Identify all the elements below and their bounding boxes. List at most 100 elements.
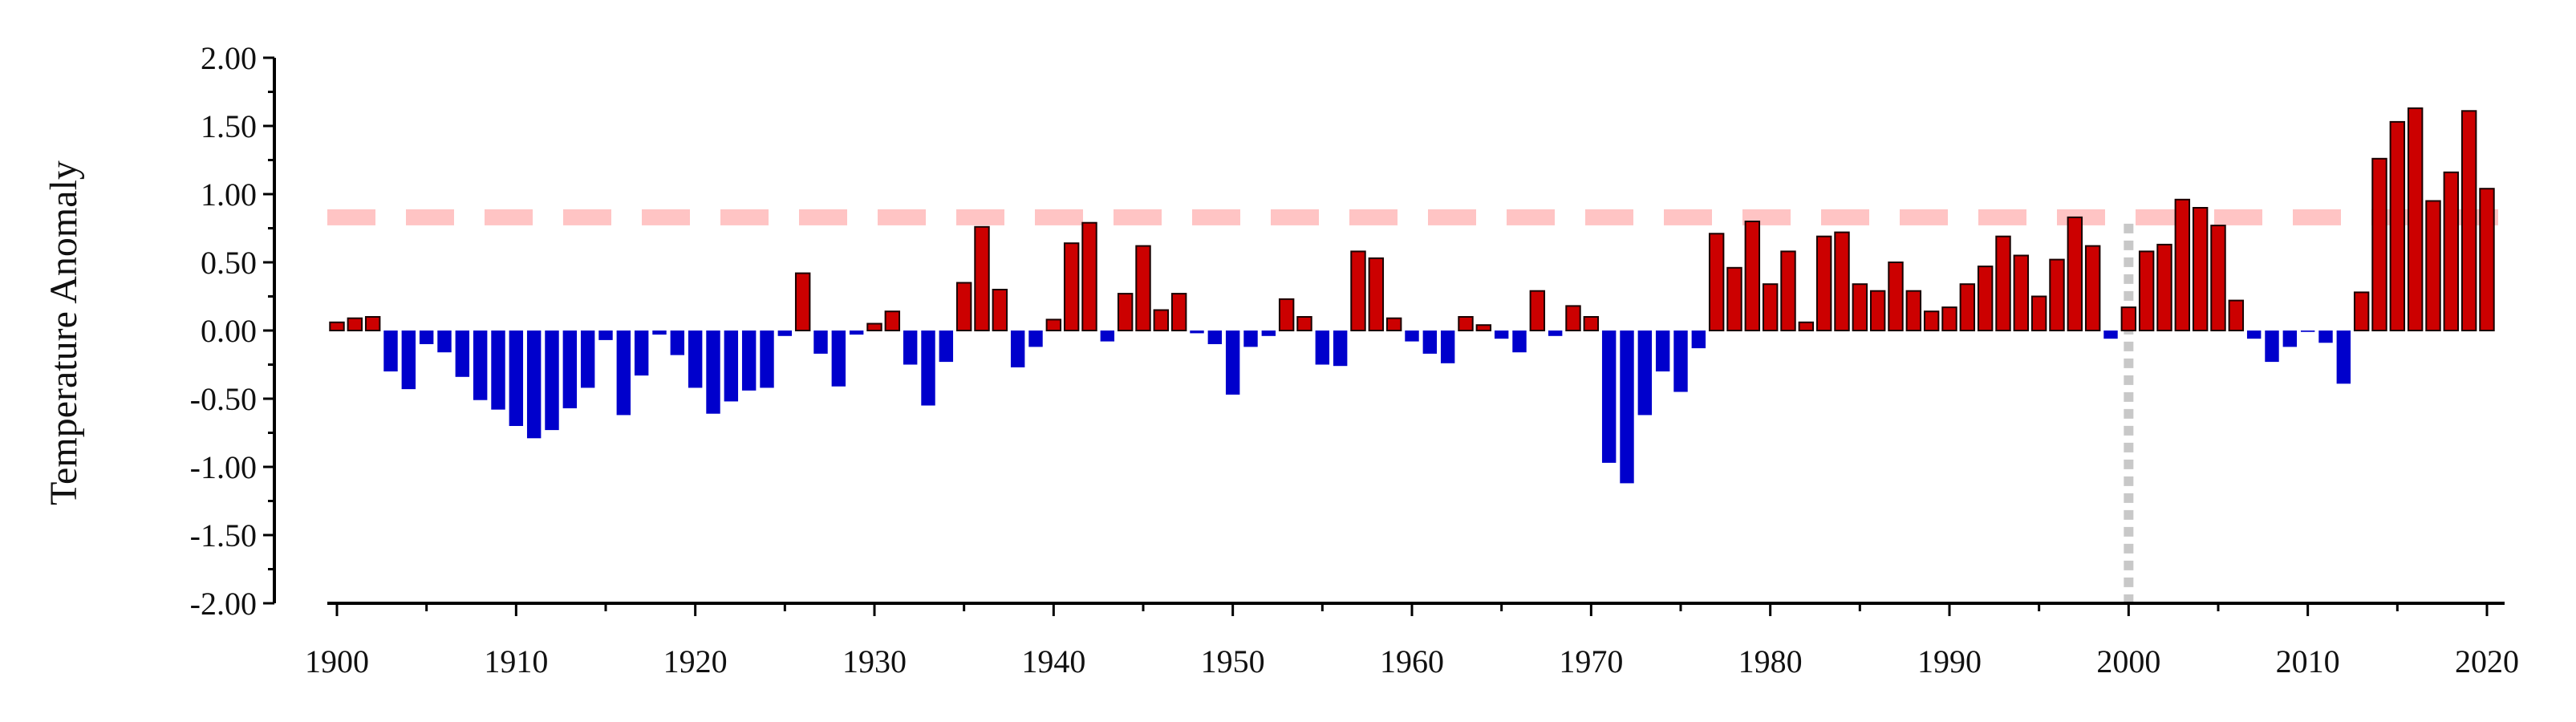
bar-1949 (1207, 331, 1223, 344)
y-tick-label: 0.50 (201, 245, 257, 281)
x-tick-label: 1970 (1559, 643, 1623, 679)
bar-1947 (1170, 293, 1187, 332)
x-tick-label: 2000 (2096, 643, 2160, 679)
bar-1964 (1475, 324, 1492, 332)
x-tick-label: 2010 (2276, 643, 2340, 679)
y-tick-label: -0.50 (190, 381, 257, 417)
bar-1950 (1225, 331, 1240, 395)
bar-1963 (1458, 316, 1474, 331)
bar-1951 (1243, 331, 1258, 347)
bar-1984 (1834, 231, 1850, 332)
reference-lines (327, 209, 2505, 603)
bar-1906 (437, 331, 452, 353)
y-tick-label: -2.00 (190, 586, 257, 622)
x-tick-label: 1910 (484, 643, 548, 679)
bar-1931 (884, 310, 901, 332)
bar-1930 (866, 322, 882, 331)
bar-2001 (2138, 250, 2155, 331)
x-tick-label: 1950 (1201, 643, 1265, 679)
bar-1920 (688, 331, 703, 388)
bar-1995 (2030, 295, 2047, 331)
bar-1987 (1888, 262, 1904, 331)
bar-1988 (1905, 290, 1922, 332)
bar-1937 (992, 289, 1008, 331)
bar-1917 (634, 331, 649, 376)
x-tick-label: 1940 (1021, 643, 1085, 679)
bar-2007 (2246, 331, 2262, 339)
bar-1967 (1529, 290, 1546, 332)
bar-1957 (1350, 250, 1366, 331)
bar-1942 (1081, 221, 1097, 332)
bar-1900 (329, 321, 345, 331)
y-tick-label: -1.50 (190, 517, 257, 554)
bar-2014 (2371, 157, 2387, 331)
bar-1973 (1637, 331, 1653, 416)
bar-1974 (1655, 331, 1670, 371)
x-tick-label: 2020 (2455, 643, 2519, 679)
bars (329, 107, 2495, 484)
bar-1923 (741, 331, 757, 391)
bar-2006 (2228, 299, 2245, 332)
bar-1958 (1368, 257, 1385, 331)
x-tick-labels: 1900 1910 1920 1930 1940 1950 1960 1970 1980 1990… (305, 643, 2519, 679)
x-tick-label: 1900 (305, 643, 369, 679)
x-tick-label: 1930 (842, 643, 907, 679)
bar-1999 (2103, 331, 2118, 339)
bar-2018 (2443, 171, 2460, 331)
bar-1928 (831, 331, 846, 387)
bar-2004 (2192, 207, 2209, 331)
y-tick-label: 0.00 (201, 313, 257, 349)
y-axis-title: Temperature Anomaly (43, 160, 85, 505)
bar-2003 (2174, 198, 2191, 331)
bar-1981 (1780, 250, 1796, 331)
bar-1966 (1512, 331, 1527, 353)
bar-1941 (1063, 242, 1080, 332)
bar-1945 (1135, 245, 1151, 332)
bar-1993 (1995, 235, 2011, 332)
bar-1909 (491, 331, 505, 410)
bar-1998 (2084, 245, 2101, 332)
bar-2013 (2353, 291, 2370, 331)
bar-1929 (849, 331, 864, 335)
bar-1913 (562, 331, 578, 408)
bar-1979 (1744, 221, 1761, 331)
bar-1961 (1422, 331, 1438, 354)
bar-1912 (545, 331, 559, 431)
bar-1970 (1583, 316, 1600, 331)
x-tick-label: 1980 (1738, 643, 1803, 679)
bar-2002 (2156, 243, 2172, 331)
bar-1922 (724, 331, 739, 402)
x-tick-label: 1990 (1917, 643, 1982, 679)
bar-1933 (921, 331, 935, 406)
bar-2008 (2265, 331, 2279, 363)
bar-2017 (2425, 200, 2441, 331)
bar-1982 (1798, 321, 1815, 331)
y-tick-label: 2.00 (201, 40, 257, 76)
bar-2015 (2389, 120, 2406, 331)
bar-1985 (1852, 283, 1868, 332)
y-tick-labels: 2.00 1.50 1.00 0.50 0.00 -0.50 -1.00 -1.50 -2.00 (190, 40, 257, 622)
bar-1962 (1440, 331, 1455, 363)
bar-1992 (1977, 266, 1994, 332)
bar-1924 (760, 331, 774, 388)
bar-1996 (2049, 258, 2065, 332)
axes (263, 56, 2505, 616)
y-tick-label: 1.00 (201, 176, 257, 213)
x-tick-label: 1960 (1380, 643, 1444, 679)
bar-1910 (509, 331, 524, 426)
bar-1943 (1100, 331, 1115, 342)
bar-1969 (1565, 305, 1581, 331)
bar-1980 (1762, 283, 1779, 332)
bar-1971 (1601, 331, 1617, 463)
bar-1976 (1691, 331, 1706, 349)
bar-1907 (455, 331, 470, 377)
x-tick-label: 1920 (663, 643, 728, 679)
bar-1938 (1010, 331, 1025, 367)
bar-1972 (1620, 331, 1634, 484)
bar-1953 (1278, 298, 1295, 331)
bar-2009 (2282, 331, 2298, 347)
bar-1914 (580, 331, 595, 388)
bar-1904 (401, 331, 416, 390)
bar-1959 (1385, 317, 1402, 332)
